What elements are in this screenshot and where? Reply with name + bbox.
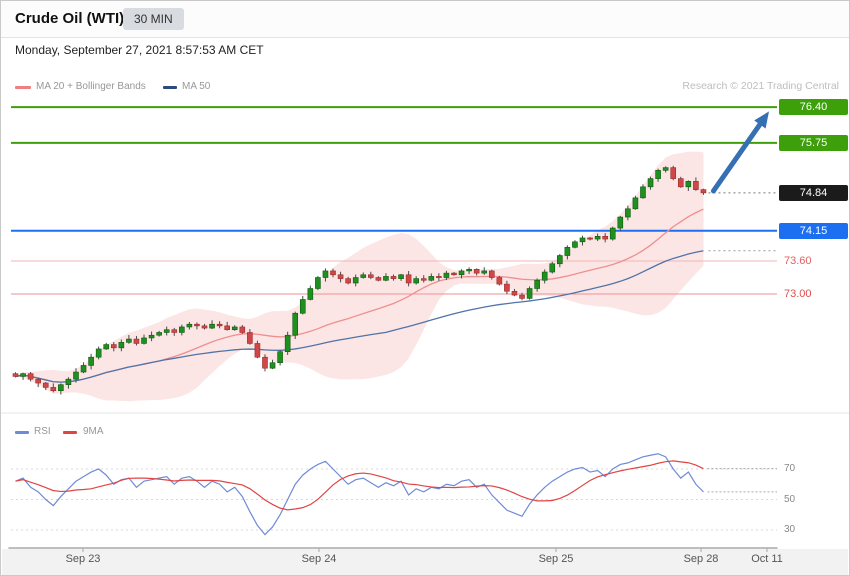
timeframe-badge: 30 MIN bbox=[123, 8, 184, 30]
rsi-ma9-legend-swatch bbox=[63, 431, 77, 434]
header-bar: Crude Oil (WTI) 30 MIN bbox=[1, 1, 849, 38]
candlesticks bbox=[12, 165, 707, 395]
bullish-arrow bbox=[710, 111, 770, 194]
ma20-bollinger-legend-label: MA 20 + Bollinger Bands bbox=[36, 81, 146, 92]
rsi-legend-swatch bbox=[15, 431, 29, 434]
ma50-line bbox=[15, 250, 704, 383]
ma50-legend-label: MA 50 bbox=[182, 81, 211, 92]
bollinger-band bbox=[15, 151, 704, 402]
ma20-bollinger-legend-swatch bbox=[15, 86, 31, 89]
instrument-title: Crude Oil (WTI) bbox=[15, 10, 125, 27]
research-watermark: Research © 2021 Trading Central bbox=[682, 80, 839, 92]
ma50-legend-swatch bbox=[163, 86, 177, 89]
rsi-ma9-line bbox=[15, 460, 704, 511]
rsi-line bbox=[15, 453, 704, 536]
datetime-label: Monday, September 27, 2021 8:57:53 AM CE… bbox=[15, 43, 264, 57]
rsi-ma9-legend-label: 9MA bbox=[83, 426, 104, 437]
price-level-lines bbox=[11, 106, 777, 295]
rsi-legend-label: RSI bbox=[34, 426, 51, 437]
x-axis-band bbox=[2, 549, 848, 575]
